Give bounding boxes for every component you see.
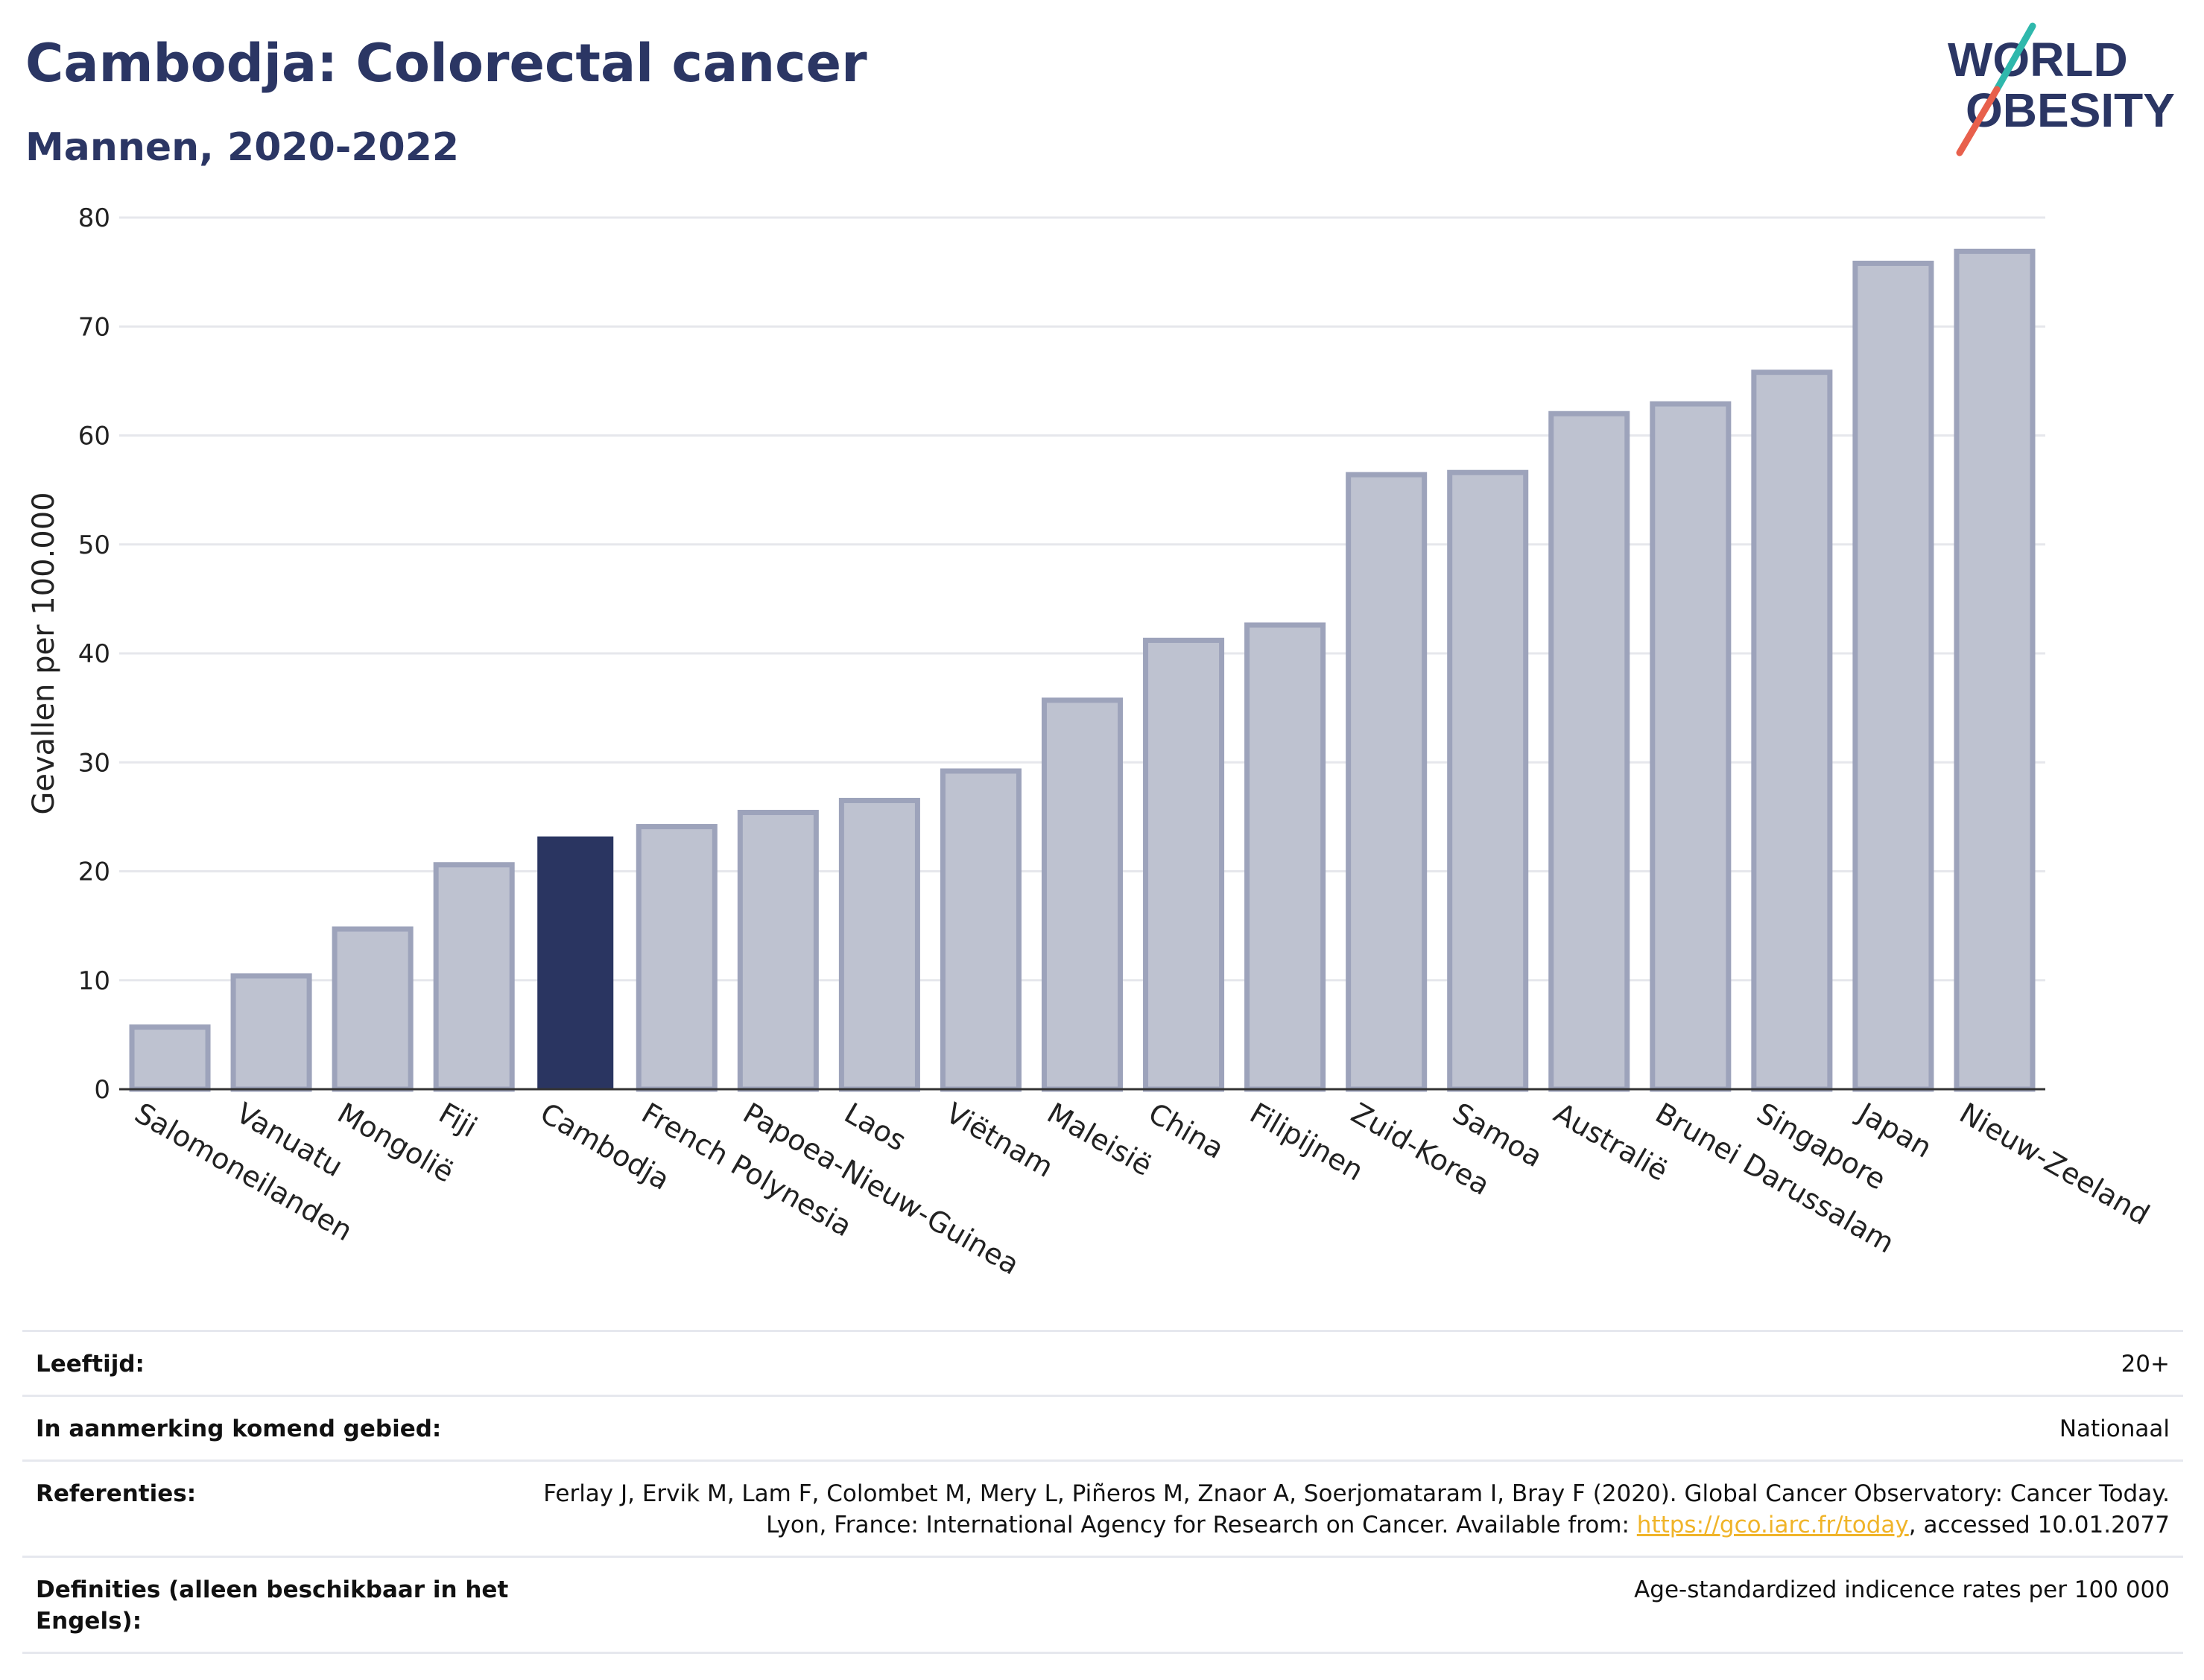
footer-value: 20+: [2121, 1351, 2170, 1378]
y-tick-label: 80: [78, 203, 110, 233]
bar-vanuatu: [230, 973, 312, 1092]
y-tick-label: 60: [78, 422, 110, 451]
y-axis-ticks: 0 10 20 30 40 50 60 70 80: [78, 203, 110, 1105]
bar-singapore: [1751, 370, 1833, 1092]
x-tick-label: Nieuw-Zeeland: [1954, 1097, 2155, 1232]
footer-value: Nationaal: [2059, 1416, 2170, 1442]
reference-link[interactable]: https://gco.iarc.fr/today: [1636, 1512, 1909, 1538]
bar-papoea-nieuw-guinea: [737, 810, 819, 1092]
bar-brunei-darussalam: [1650, 401, 1732, 1092]
bar-vi-tnam: [940, 768, 1022, 1092]
bar-salomoneilanden: [129, 1024, 211, 1092]
x-tick-label: Mongolië: [332, 1097, 460, 1189]
bar-samoa: [1447, 469, 1529, 1092]
footer-row-definitions: Definities (alleen beschikbaar in het En…: [22, 1556, 2183, 1654]
x-tick-label: Viëtnam: [940, 1097, 1059, 1184]
footer-value: Age-standardized indicence rates per 100…: [1634, 1576, 2170, 1603]
bar-zuid-korea: [1346, 472, 1428, 1092]
footer-row-age: Leeftijd: 20+: [22, 1330, 2183, 1395]
chart-footer: Leeftijd: 20+ In aanmerking komend gebie…: [22, 1330, 2183, 1654]
x-tick-label: Maleisië: [1042, 1097, 1158, 1182]
bar-cambodja: [537, 836, 614, 1089]
footer-row-area: In aanmerking komend gebied: Nationaal: [22, 1395, 2183, 1459]
bars: [129, 248, 2036, 1092]
logo-teal-stroke: [1993, 22, 2036, 93]
x-tick-label: Australië: [1548, 1097, 1673, 1188]
y-axis-label: Gevallen per 100.000: [27, 492, 61, 814]
bar-mongoli-: [332, 926, 414, 1092]
bar-australi-: [1548, 411, 1630, 1092]
footer-label: Referenties:: [36, 1480, 197, 1507]
chart-subtitle: Mannen, 2020-2022: [25, 125, 460, 170]
footer-label: Leeftijd:: [36, 1351, 145, 1378]
x-tick-label: Filipijnen: [1244, 1097, 1369, 1188]
x-tick-label: Fiji: [434, 1097, 483, 1144]
y-tick-label: 10: [78, 966, 110, 996]
footer-value: Ferlay J, Ervik M, Lam F, Colombet M, Me…: [531, 1478, 2170, 1541]
logo-line1: WORLD: [1948, 33, 2128, 86]
reference-suffix: , accessed 10.01.2077: [1908, 1512, 2170, 1538]
footer-label: In aanmerking komend gebied:: [36, 1416, 442, 1442]
y-tick-label: 70: [78, 312, 110, 342]
logo-line2: OBESITY: [1966, 83, 2175, 137]
bar-nieuw-zeeland: [1954, 248, 2036, 1092]
chart-title: Cambodja: Colorectal cancer: [25, 33, 867, 94]
bar-china: [1143, 637, 1225, 1092]
y-tick-label: 20: [78, 858, 110, 887]
bar-chart: 0 10 20 30 40 50 60 70 80 SalomoneilandenVanuatu…: [27, 203, 2156, 1281]
bar-fiji: [433, 862, 515, 1092]
footer-row-references: Referenties: Ferlay J, Ervik M, Lam F, C…: [22, 1459, 2183, 1556]
y-tick-label: 30: [78, 748, 110, 778]
bar-japan: [1852, 260, 1934, 1092]
footer-label: Definities (alleen beschikbaar in het En…: [36, 1576, 509, 1635]
y-tick-label: 40: [78, 639, 110, 669]
y-tick-label: 50: [78, 530, 110, 560]
world-obesity-logo: WORLD OBESITY: [1948, 22, 2175, 156]
bar-maleisi-: [1041, 697, 1124, 1092]
bar-french-polynesia: [636, 824, 718, 1092]
reference-text: Ferlay J, Ervik M, Lam F, Colombet M, Me…: [543, 1480, 2170, 1538]
logo-red-stroke: [1956, 86, 2001, 156]
bar-laos: [838, 797, 920, 1092]
y-tick-label: 0: [94, 1075, 110, 1105]
x-tick-label: Laos: [839, 1097, 912, 1158]
bar-filipijnen: [1244, 622, 1326, 1092]
